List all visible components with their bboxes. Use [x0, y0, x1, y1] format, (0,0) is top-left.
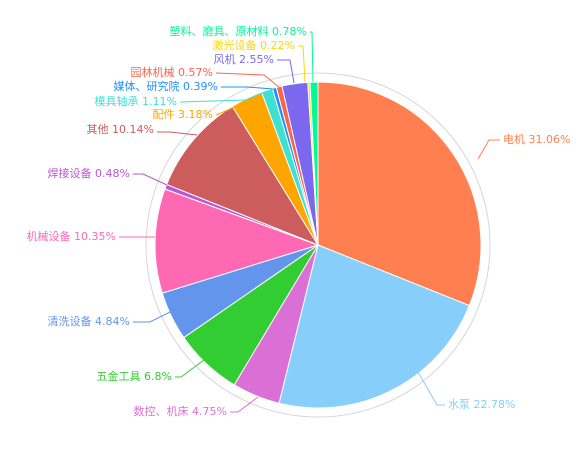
slice-label-2: 数控、机床 4.75% [134, 404, 227, 418]
leader-line-12 [277, 59, 295, 84]
pie-slice-1 [278, 244, 470, 409]
leader-line-10 [221, 86, 274, 90]
leader-line-9 [179, 90, 268, 103]
leader-line-8 [215, 100, 249, 116]
slice-label-6: 焊接设备 0.48% [48, 166, 130, 180]
leader-line-4 [133, 310, 173, 323]
slice-label-1: 水泵 22.78% [448, 398, 515, 411]
leader-line-3 [175, 353, 213, 378]
pie-outer-ring [145, 72, 491, 418]
pie-slice-0 [317, 81, 482, 307]
pie-slice-7 [166, 105, 320, 247]
slice-label-4: 清洗设备 4.84% [48, 314, 130, 328]
pie-slice-5 [154, 188, 320, 294]
leader-line-7 [157, 131, 198, 136]
slice-label-10: 媒体、研究院 0.39% [114, 79, 218, 93]
slice-label-5: 机械设备 10.35% [27, 229, 116, 243]
leader-line-1 [417, 371, 445, 406]
slice-label-13: 激光设备 0.22% [213, 38, 295, 52]
slice-label-8: 配件 3.18% [153, 108, 213, 121]
pie-slices [154, 81, 482, 409]
slice-label-11: 园林机械 0.57% [131, 65, 213, 79]
slice-label-7: 其他 10.14% [87, 123, 154, 136]
leader-line-6 [133, 173, 168, 186]
slice-label-0: 电机 31.06% [503, 132, 570, 146]
leader-line-0 [477, 139, 500, 160]
leader-line-11 [215, 72, 280, 88]
pie-leader-lines [119, 31, 500, 413]
pie-slice-14 [309, 81, 319, 246]
slice-label-12: 风机 2.55% [214, 52, 274, 66]
pie-labels: 电机 31.06% 水泵 22.78% 数控、机床 4.75% 五金工具 6.8% 清洗… [27, 24, 571, 418]
slice-label-3: 五金工具 6.8% [97, 369, 172, 383]
slice-label-9: 模具轴承 1.11% [95, 94, 177, 108]
slice-label-14: 塑料、磨具、原材料 0.78% [170, 24, 307, 38]
leader-line-14 [310, 31, 314, 83]
leader-line-2 [230, 396, 259, 413]
leader-line-13 [298, 45, 306, 83]
